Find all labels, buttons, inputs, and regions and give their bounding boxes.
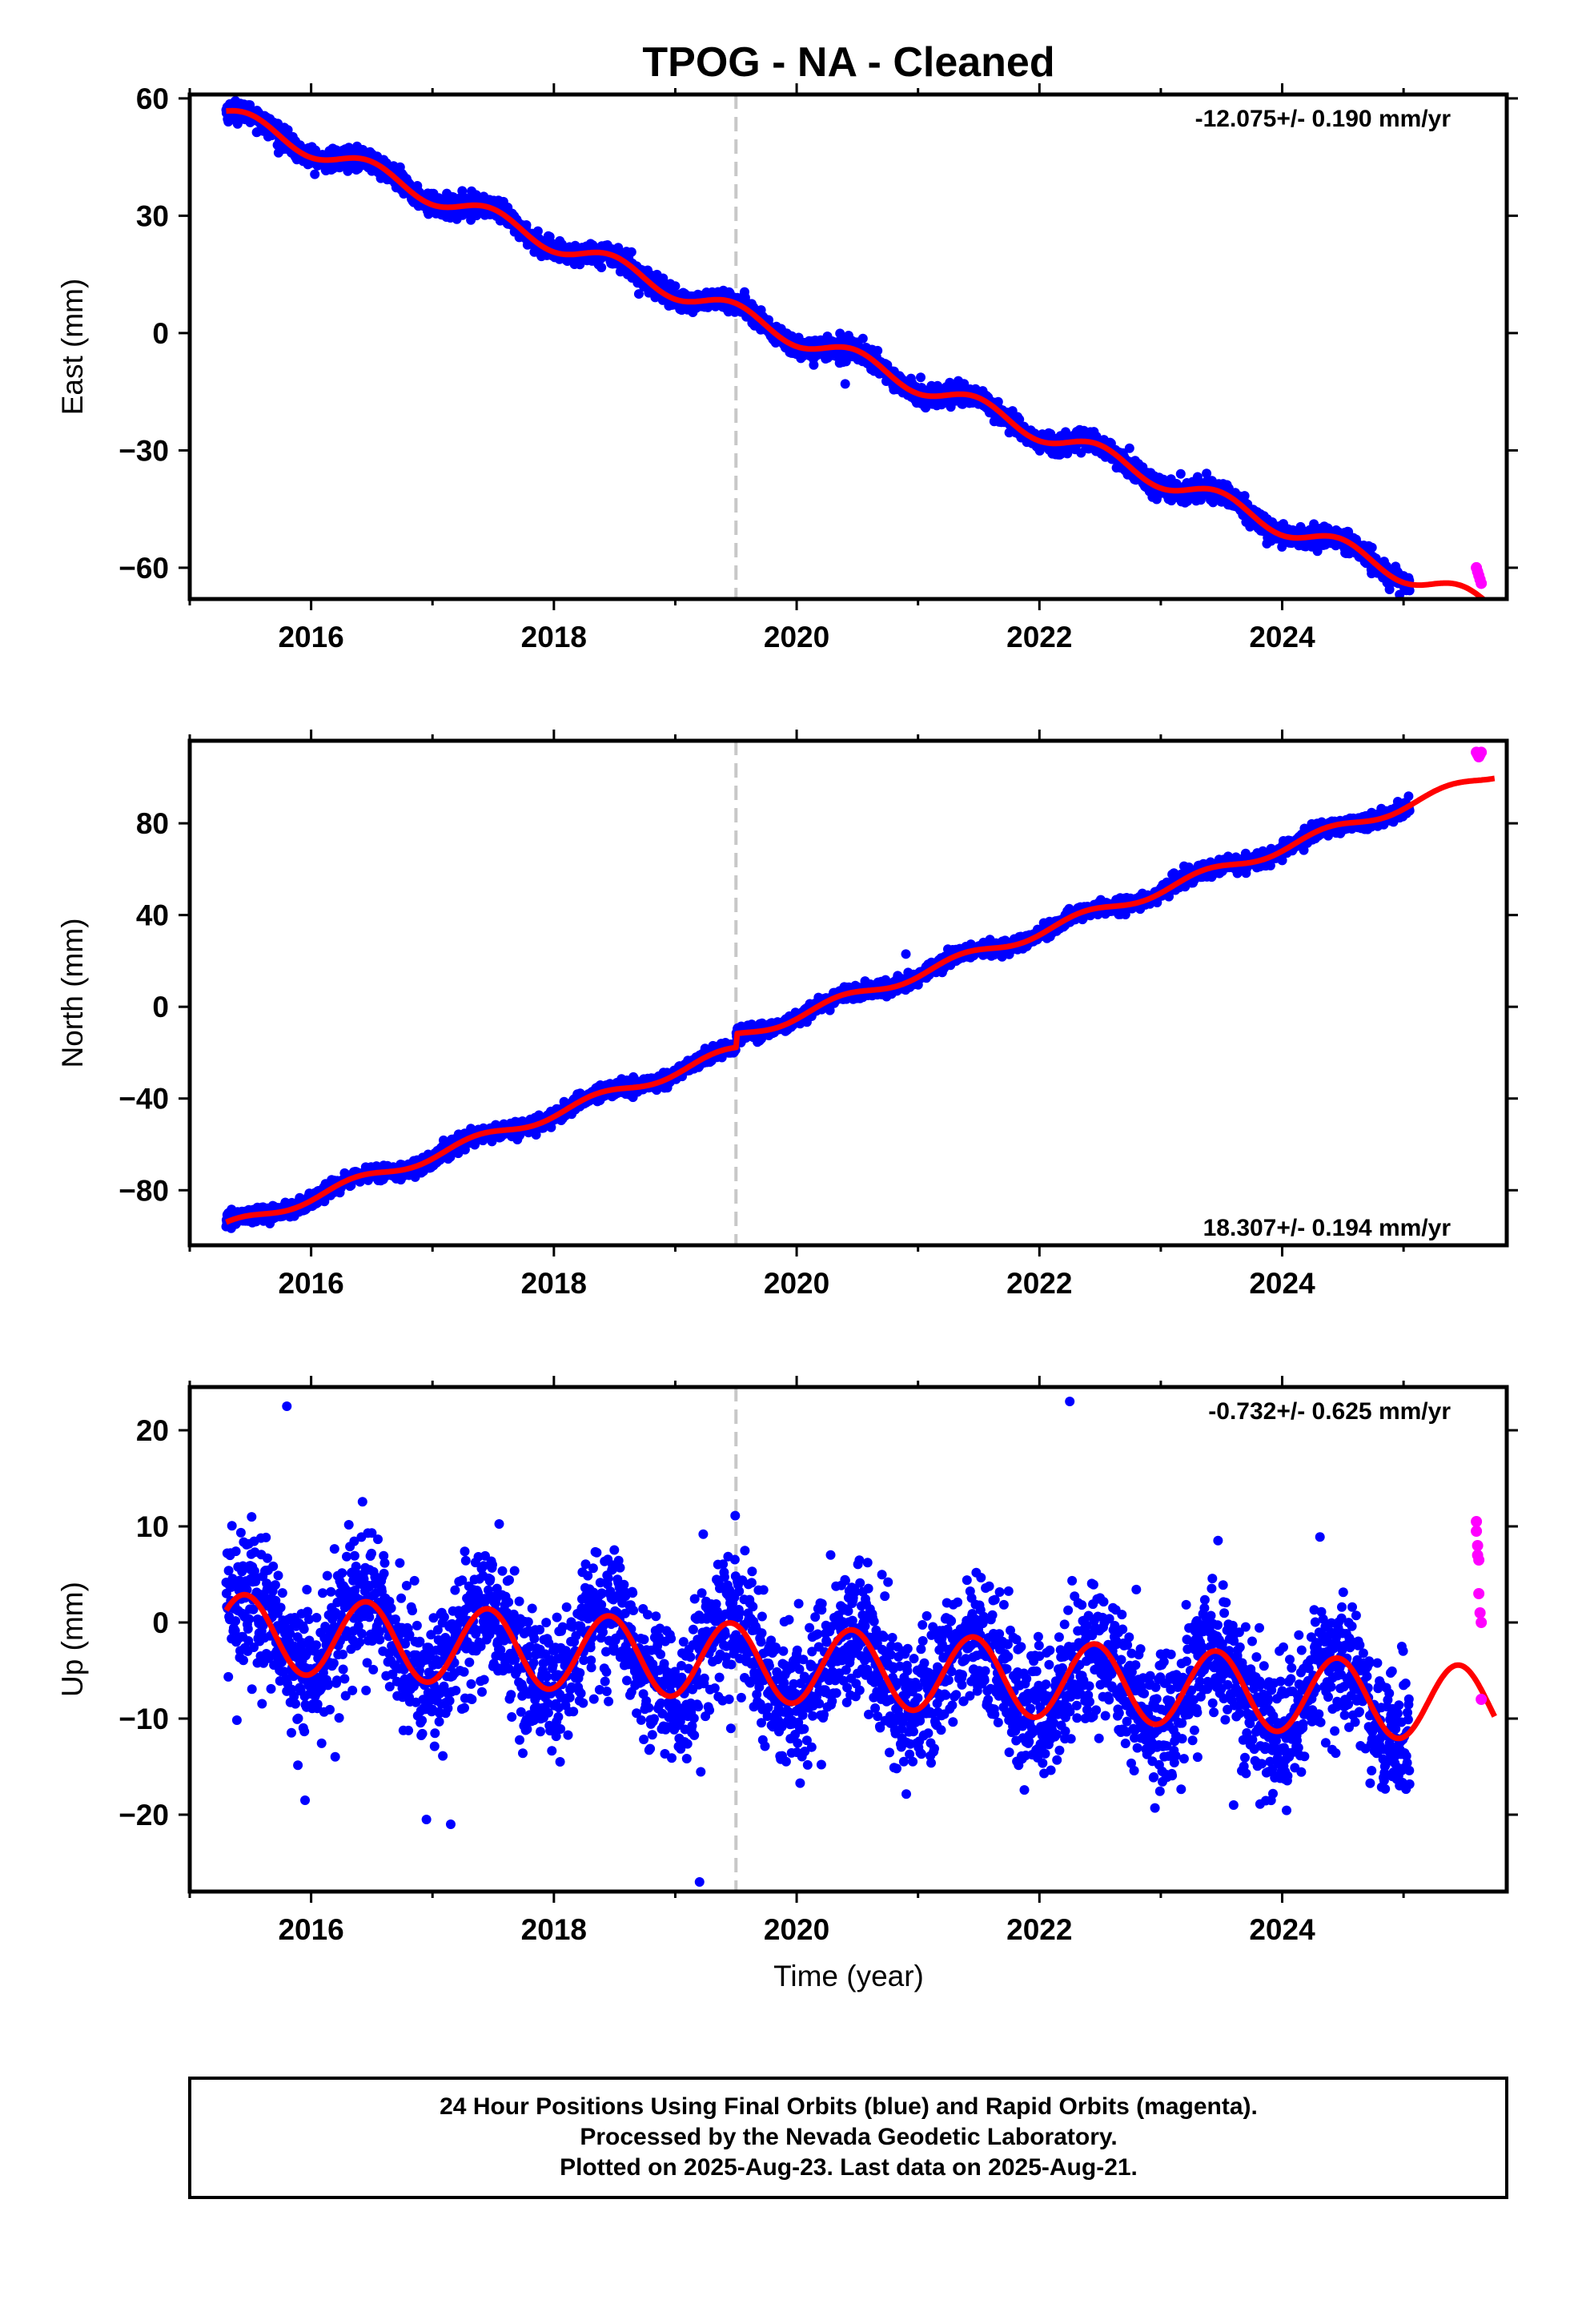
- final-orbit-point: [521, 220, 532, 230]
- final-orbit-point: [809, 360, 819, 370]
- final-orbit-point: [245, 100, 255, 111]
- y-tick-label: 30: [136, 199, 169, 232]
- y-axis-label: East (mm): [56, 279, 89, 416]
- final-orbit-point: [596, 263, 607, 272]
- final-orbit-outlier: [840, 379, 850, 389]
- final-orbit-point: [1175, 468, 1186, 479]
- y-tick-label: −30: [118, 434, 169, 467]
- final-orbit-point: [532, 226, 543, 236]
- x-tick-label: 2024: [1249, 621, 1315, 653]
- final-orbit-outlier: [670, 281, 681, 292]
- final-orbit-outlier: [658, 273, 669, 283]
- velocity-rate-label: -12.075+/- 0.190 mm/yr: [1195, 106, 1452, 132]
- x-tick-label: 2018: [521, 621, 587, 653]
- final-orbit-point: [1239, 491, 1250, 501]
- x-tick-label: 2022: [1006, 621, 1072, 653]
- x-tick-label: 2020: [764, 621, 829, 653]
- figure-title: TPOG - NA - Cleaned: [642, 39, 1054, 86]
- final-orbit-point: [873, 345, 883, 356]
- plot-area: [221, 94, 1488, 599]
- y-tick-label: −60: [118, 552, 169, 585]
- final-orbit-outlier: [633, 289, 644, 300]
- final-orbit-point: [310, 169, 320, 179]
- final-orbit-point: [1124, 443, 1134, 453]
- final-orbit-point: [1367, 542, 1377, 553]
- final-orbit-point: [626, 247, 636, 257]
- y-tick-label: 0: [152, 317, 169, 350]
- x-tick-label: 2016: [278, 621, 343, 653]
- final-orbit-point: [857, 333, 868, 344]
- east-panel: 2016 2018 2020 2022 2024 −60 −30 0 30 60 East (mm)…: [56, 82, 1518, 653]
- final-orbit-point: [1014, 414, 1025, 424]
- final-orbit-point: [916, 372, 926, 383]
- rapid-orbit-point: [1476, 577, 1488, 589]
- y-tick-label: 60: [136, 82, 169, 115]
